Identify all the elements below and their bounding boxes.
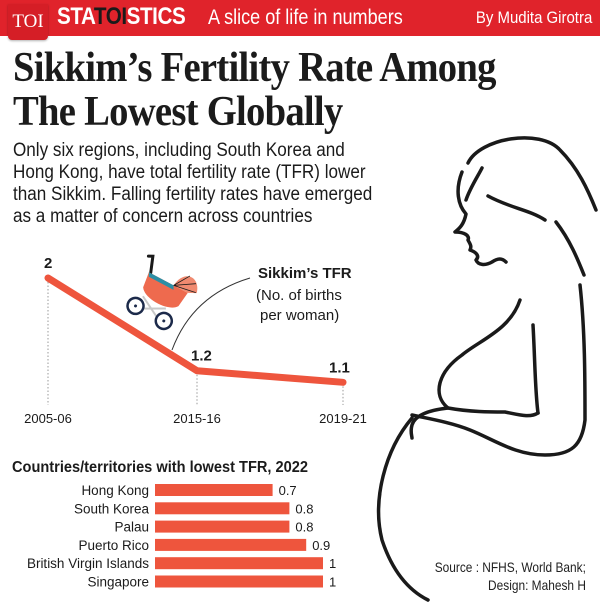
subtitle-line: Hong Kong, have total fertility rate (TF…: [13, 162, 366, 183]
x-tick-label: 2015-16: [173, 411, 221, 426]
bar-category-label: British Virgin Islands: [27, 556, 149, 571]
header-bar: TOI STATOISTICS A slice of life in numbe…: [0, 0, 600, 40]
bar-value-label: 1: [329, 575, 336, 590]
subtitle-line: than Sikkim. Falling fertility rates hav…: [13, 184, 373, 205]
bar: [155, 520, 290, 533]
x-tick-label: 2005-06: [24, 411, 72, 426]
brand-part-toi: TOI: [93, 3, 127, 30]
headline: Sikkim’s Fertility Rate Among The Lowest…: [13, 46, 496, 134]
bar-category-label: South Korea: [74, 501, 150, 516]
line-chart-subtitle: per woman): [260, 307, 339, 324]
credit-line: Design: Mahesh H: [488, 577, 586, 593]
headline-line: Sikkim’s Fertility Rate Among: [13, 45, 496, 91]
bar-value-label: 0.8: [295, 520, 313, 535]
bar: [155, 538, 307, 551]
bar: [155, 575, 323, 588]
brand-part: STA: [57, 3, 94, 30]
x-tick-label: 2019-21: [319, 411, 367, 426]
bar-category-label: Hong Kong: [81, 483, 149, 498]
byline: By Mudita Girotra: [475, 8, 592, 27]
bar-value-label: 0.7: [279, 483, 297, 498]
data-label: 1.1: [329, 359, 350, 376]
bar: [155, 557, 323, 570]
subtitle-line: as a matter of concern across countries: [13, 206, 313, 227]
bar: [155, 484, 273, 496]
data-label: 1.2: [191, 348, 212, 365]
bar-category-label: Singapore: [87, 575, 149, 590]
bar: [155, 502, 290, 515]
tfr-series-line: [44, 274, 347, 386]
source-line: Source : NFHS, World Bank;: [434, 559, 586, 575]
bar-category-label: Puerto Rico: [78, 538, 149, 553]
pram-icon: [126, 254, 198, 331]
subtitle-line: Only six regions, including South Korea …: [13, 140, 345, 161]
headline-line: The Lowest Globally: [13, 89, 343, 135]
bar-value-label: 0.8: [295, 501, 313, 516]
annotation-leader-line: [171, 277, 251, 351]
bar-value-label: 0.9: [312, 538, 330, 553]
source-note: Source : NFHS, World Bank; Design: Mahes…: [435, 558, 586, 594]
pregnant-woman-silhouette: [376, 136, 598, 602]
tagline: A slice of life in numbers: [208, 6, 403, 29]
brand-part: STICS: [126, 3, 186, 30]
bar-value-label: 1: [329, 556, 336, 571]
subtitle: Only six regions, including South Korea …: [13, 140, 427, 228]
statoistics-brand: STATOISTICS: [57, 3, 186, 31]
lowest-tfr-bar-chart: Countries/territories with lowest TFR, 2…: [12, 459, 336, 590]
bar-category-label: Palau: [114, 520, 149, 535]
toi-logo: TOI: [8, 4, 48, 40]
line-chart-subtitle: (No. of births: [256, 287, 342, 304]
sikkim-tfr-line-chart: 2 1.2 1.1 2005-06 2015-16 2019-21 Sikkim’s T…: [24, 254, 367, 426]
bar-chart-title: Countries/territories with lowest TFR, 2…: [12, 459, 308, 476]
line-chart-title: Sikkim’s TFR: [258, 265, 352, 282]
data-label: 2: [44, 255, 52, 272]
